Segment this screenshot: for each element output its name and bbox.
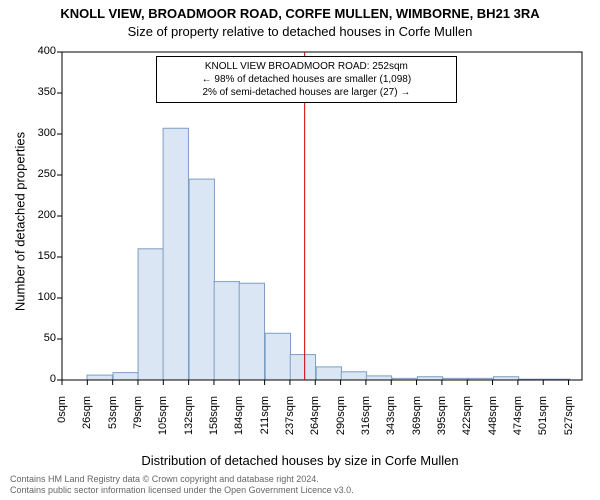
x-tick-label: 211sqm xyxy=(259,396,271,446)
y-tick-label: 400 xyxy=(18,45,56,57)
histogram-bar xyxy=(214,282,239,380)
x-tick-label: 132sqm xyxy=(183,396,195,446)
chart-area: Number of detached properties KNOLL VIEW… xyxy=(0,44,600,442)
y-tick-label: 50 xyxy=(18,332,56,344)
x-tick-label: 343sqm xyxy=(385,396,397,446)
x-tick-label: 422sqm xyxy=(461,396,473,446)
x-tick-label: 26sqm xyxy=(81,396,93,446)
histogram-bar xyxy=(138,249,163,380)
annotation-box: KNOLL VIEW BROADMOOR ROAD: 252sqm ← 98% … xyxy=(156,56,458,103)
y-tick-label: 250 xyxy=(18,168,56,180)
histogram-bar xyxy=(189,179,214,380)
y-tick-label: 200 xyxy=(18,209,56,221)
y-tick-label: 150 xyxy=(18,250,56,262)
x-tick-label: 290sqm xyxy=(335,396,347,446)
x-tick-label: 395sqm xyxy=(436,396,448,446)
x-tick-label: 474sqm xyxy=(512,396,524,446)
y-tick-label: 350 xyxy=(18,86,56,98)
x-tick-label: 264sqm xyxy=(309,396,321,446)
x-tick-label: 369sqm xyxy=(411,396,423,446)
credits-text: Contains HM Land Registry data © Crown c… xyxy=(10,474,354,497)
y-tick-label: 300 xyxy=(18,127,56,139)
histogram-bar xyxy=(341,372,366,380)
x-tick-label: 105sqm xyxy=(157,396,169,446)
histogram-bar xyxy=(239,283,264,380)
x-tick-label: 448sqm xyxy=(487,396,499,446)
y-tick-label: 100 xyxy=(18,291,56,303)
x-tick-label: 237sqm xyxy=(284,396,296,446)
chart-subtitle: Size of property relative to detached ho… xyxy=(0,24,600,39)
histogram-bar xyxy=(316,367,341,380)
x-tick-label: 53sqm xyxy=(107,396,119,446)
x-tick-label: 158sqm xyxy=(208,396,220,446)
chart-title-address: KNOLL VIEW, BROADMOOR ROAD, CORFE MULLEN… xyxy=(0,6,600,21)
x-tick-label: 184sqm xyxy=(233,396,245,446)
histogram-bar xyxy=(290,355,315,380)
annotation-line3: 2% of semi-detached houses are larger (2… xyxy=(162,86,452,99)
histogram-bar xyxy=(163,128,188,380)
x-axis-label: Distribution of detached houses by size … xyxy=(0,453,600,468)
y-tick-label: 0 xyxy=(18,373,56,385)
histogram-bar xyxy=(113,373,138,380)
annotation-line1: KNOLL VIEW BROADMOOR ROAD: 252sqm xyxy=(162,60,452,73)
histogram-bar xyxy=(366,376,391,380)
x-tick-label: 0sqm xyxy=(56,396,68,446)
x-tick-label: 527sqm xyxy=(563,396,575,446)
histogram-bar xyxy=(265,333,290,380)
annotation-line2: ← 98% of detached houses are smaller (1,… xyxy=(162,73,452,86)
histogram-bar xyxy=(87,375,112,380)
x-tick-label: 79sqm xyxy=(132,396,144,446)
x-tick-label: 316sqm xyxy=(360,396,372,446)
x-tick-label: 501sqm xyxy=(537,396,549,446)
